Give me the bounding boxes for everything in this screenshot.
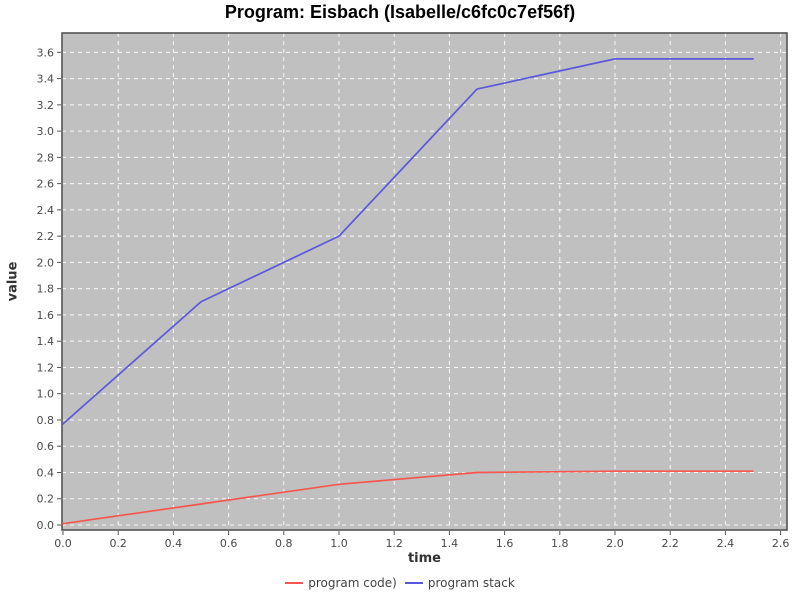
svg-text:0.2: 0.2	[109, 537, 127, 550]
y-axis-label: value	[5, 261, 21, 302]
svg-text:2.8: 2.8	[37, 151, 55, 164]
svg-text:0.4: 0.4	[37, 466, 55, 479]
svg-text:1.6: 1.6	[37, 309, 55, 322]
svg-text:2.4: 2.4	[37, 204, 55, 217]
svg-text:1.2: 1.2	[37, 361, 55, 374]
svg-text:1.2: 1.2	[385, 537, 403, 550]
chart-title: Program: Eisbach (Isabelle/c6fc0c7ef56f)	[224, 2, 576, 22]
legend: program code) program stack	[0, 576, 800, 590]
legend-label: program stack	[427, 576, 515, 590]
svg-text:3.2: 3.2	[37, 99, 55, 112]
svg-text:0.4: 0.4	[165, 537, 183, 550]
svg-text:1.0: 1.0	[37, 388, 55, 401]
legend-label: program code)	[308, 576, 397, 590]
svg-text:3.0: 3.0	[37, 125, 55, 138]
svg-text:0.6: 0.6	[220, 537, 238, 550]
legend-item: program stack	[404, 576, 515, 590]
legend-line-sample	[404, 582, 423, 584]
legend-line-sample	[285, 582, 304, 584]
svg-text:0.0: 0.0	[54, 537, 72, 550]
svg-text:2.2: 2.2	[37, 230, 55, 243]
svg-text:2.0: 2.0	[606, 537, 624, 550]
svg-text:3.4: 3.4	[37, 73, 55, 86]
svg-text:1.4: 1.4	[37, 335, 55, 348]
svg-text:1.0: 1.0	[330, 537, 348, 550]
svg-text:2.6: 2.6	[37, 178, 55, 191]
svg-text:1.8: 1.8	[37, 283, 55, 296]
svg-text:2.6: 2.6	[772, 537, 790, 550]
svg-text:1.6: 1.6	[496, 537, 514, 550]
svg-text:0.8: 0.8	[275, 537, 293, 550]
svg-text:2.0: 2.0	[37, 256, 55, 269]
x-axis-label: time	[407, 551, 442, 566]
svg-text:0.0: 0.0	[37, 519, 55, 532]
svg-text:1.8: 1.8	[551, 537, 569, 550]
svg-text:1.4: 1.4	[441, 537, 459, 550]
legend-item: program code)	[285, 576, 397, 590]
svg-text:0.8: 0.8	[37, 414, 55, 427]
svg-text:2.2: 2.2	[661, 537, 679, 550]
svg-text:2.4: 2.4	[717, 537, 735, 550]
svg-text:3.6: 3.6	[37, 46, 55, 59]
svg-text:0.2: 0.2	[37, 493, 55, 506]
svg-text:0.6: 0.6	[37, 440, 55, 453]
